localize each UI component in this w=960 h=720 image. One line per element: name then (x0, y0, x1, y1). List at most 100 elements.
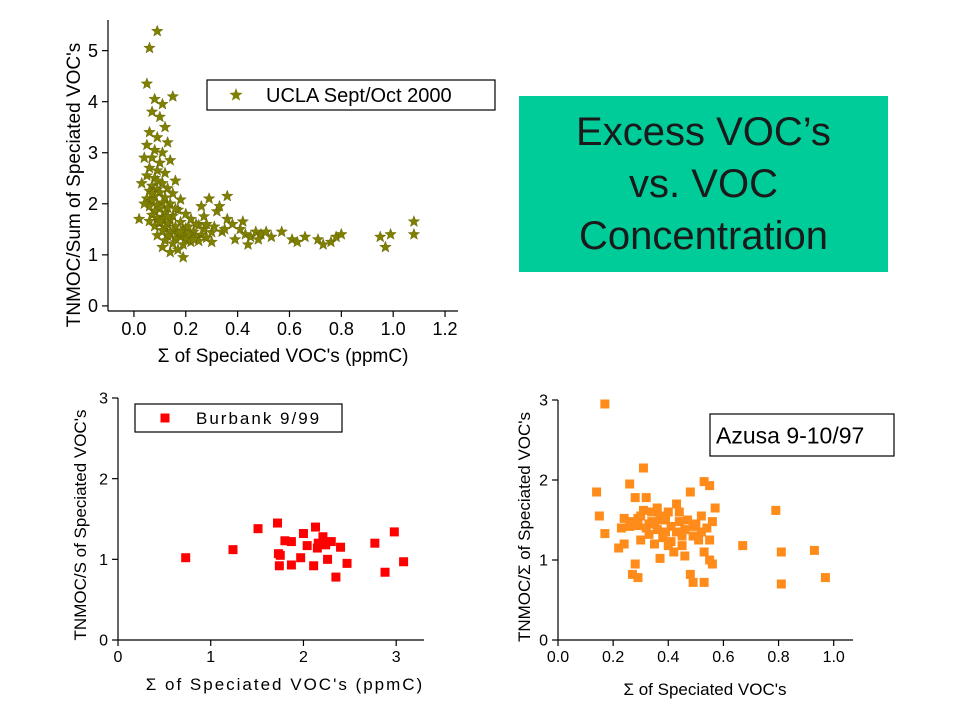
data-point (318, 532, 328, 542)
data-point (169, 202, 182, 215)
y-tick-label: 4 (88, 92, 98, 112)
data-point (286, 560, 296, 570)
data-point (272, 518, 282, 528)
data-point (143, 214, 156, 227)
y-tick-label: 1 (99, 552, 108, 569)
data-point (298, 529, 308, 539)
data-point (331, 572, 341, 582)
data-point (649, 519, 659, 529)
y-tick-label: 0 (539, 633, 548, 650)
data-point (265, 230, 278, 243)
data-point (309, 561, 319, 571)
y-tick-label: 0 (99, 633, 108, 650)
data-point (649, 539, 659, 549)
data-point (151, 130, 164, 143)
data-point (677, 531, 687, 541)
data-point (663, 507, 673, 517)
data-point (208, 220, 221, 233)
data-point (135, 176, 148, 189)
data-point (699, 577, 709, 587)
x-tick-label: 3 (392, 649, 401, 666)
data-point (176, 250, 190, 263)
data-point (633, 573, 643, 583)
data-point (138, 151, 151, 164)
data-point (158, 120, 172, 133)
data-point (140, 138, 154, 151)
slide-title-line-2: vs. VOC (629, 162, 778, 206)
data-point (259, 225, 273, 238)
data-point (627, 569, 637, 579)
legend-label: UCLA Sept/Oct 2000 (266, 85, 452, 107)
data-point (641, 493, 651, 503)
x-tick-label: 1.2 (433, 319, 458, 339)
slide-title-box: Excess VOC’s vs. VOC Concentration (519, 96, 888, 272)
data-point (311, 522, 321, 532)
chart-2: 0 1 2 3 0 1 2 3 Σ of Speciated VOC's (ppmC) TNMOC… (71, 391, 424, 694)
data-point (638, 463, 648, 473)
data-point (820, 573, 830, 583)
data-point (143, 161, 156, 174)
data-point (652, 525, 662, 535)
data-point (688, 577, 698, 587)
data-point (202, 192, 216, 205)
data-point (169, 231, 182, 244)
data-point (776, 547, 786, 557)
data-point (228, 545, 238, 555)
data-point (236, 215, 250, 227)
data-point (311, 232, 325, 245)
data-point (161, 209, 174, 222)
data-point (707, 517, 717, 527)
data-point (658, 533, 668, 543)
data-point (677, 541, 687, 551)
data-point (195, 228, 208, 241)
data-point (166, 90, 180, 102)
data-point (213, 199, 226, 212)
data-point (161, 135, 174, 148)
legend-label: Burbank 9/99 (196, 409, 321, 428)
data-point (407, 215, 421, 227)
data-point (379, 240, 392, 253)
data-point (166, 187, 180, 199)
data-point (316, 238, 330, 250)
data-point (171, 243, 185, 256)
data-point (195, 199, 208, 212)
data-point (158, 166, 172, 179)
legend: Azusa 9-10/97 (709, 413, 895, 457)
chart-1: 0.0 0.2 0.4 0.6 0.8 1.0 1.2 0 1 2 3 4 5 Σ of Speciate… (64, 20, 496, 367)
data-point (619, 513, 629, 523)
data-point (336, 542, 346, 552)
chart-3: 0.0 0.2 0.4 0.6 0.8 1.0 0 1 2 3 Σ of Speciated VOC… (515, 393, 895, 699)
data-point (373, 230, 387, 243)
data-point (655, 553, 665, 563)
y-tick-label: 3 (99, 391, 108, 408)
data-point (680, 525, 690, 535)
data-point (169, 174, 182, 187)
data-point (148, 143, 161, 156)
y-tick-label: 2 (539, 473, 548, 490)
data-point (145, 208, 159, 221)
data-point (156, 223, 169, 236)
data-point (158, 233, 172, 246)
x-tick-label: 0.8 (329, 319, 354, 339)
x-tick-label: 0.4 (225, 319, 250, 339)
data-point (685, 487, 695, 497)
data-point (156, 97, 169, 110)
data-point (674, 517, 684, 527)
data-point (389, 527, 399, 537)
data-point (153, 156, 167, 169)
data-point (407, 227, 421, 240)
data-point (710, 503, 720, 513)
data-point (143, 125, 156, 138)
data-point (702, 523, 712, 533)
data-point (163, 245, 177, 258)
data-point (630, 493, 640, 503)
data-point (738, 541, 748, 551)
x-axis-title: Σ of Speciated VOC's (ppmC) (146, 675, 424, 694)
data-point (699, 477, 709, 487)
data-point (200, 217, 213, 230)
data-point (625, 521, 635, 531)
legend: Burbank 9/99 (134, 403, 343, 433)
y-tick-label: 3 (539, 393, 548, 410)
data-point (661, 513, 671, 523)
